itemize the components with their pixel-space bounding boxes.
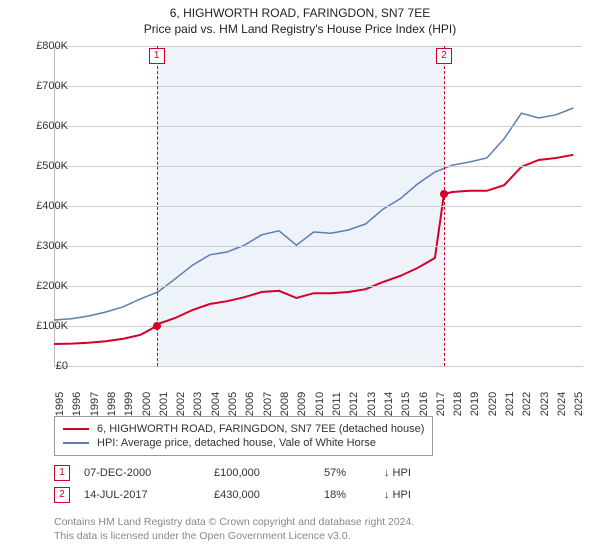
- sales-row-date: 14-JUL-2017: [84, 489, 214, 501]
- legend-label-hpi: HPI: Average price, detached house, Vale…: [97, 437, 376, 449]
- x-axis-label: 2012: [348, 392, 360, 416]
- x-axis-label: 2003: [192, 392, 204, 416]
- title-subtitle: Price paid vs. HM Land Registry's House …: [0, 22, 600, 36]
- x-axis-label: 2019: [469, 392, 481, 416]
- legend-swatch-price: [63, 428, 89, 430]
- legend-row-hpi: HPI: Average price, detached house, Vale…: [63, 437, 424, 449]
- sale-marker-line: [444, 46, 445, 366]
- x-axis-label: 2025: [573, 392, 585, 416]
- sales-row-pct: 57%: [324, 467, 384, 479]
- gridline: [54, 246, 582, 247]
- x-axis-labels: 1995199619971998199920002001200220032004…: [54, 370, 582, 410]
- y-axis-label: £600K: [36, 120, 68, 132]
- x-axis-label: 2010: [314, 392, 326, 416]
- x-axis-label: 2008: [279, 392, 291, 416]
- sales-row-hpi-delta: ↓ HPI: [384, 467, 411, 479]
- legend-row-price: 6, HIGHWORTH ROAD, FARINGDON, SN7 7EE (d…: [63, 423, 424, 435]
- x-axis-label: 1999: [123, 392, 135, 416]
- x-axis-label: 2007: [262, 392, 274, 416]
- y-axis-label: £0: [56, 360, 68, 372]
- footnote-line2: This data is licensed under the Open Gov…: [54, 530, 414, 544]
- legend-label-price: 6, HIGHWORTH ROAD, FARINGDON, SN7 7EE (d…: [97, 423, 424, 435]
- sale-dot: [440, 190, 448, 198]
- x-axis-label: 2009: [296, 392, 308, 416]
- y-axis-label: £500K: [36, 160, 68, 172]
- x-axis-label: 1995: [54, 392, 66, 416]
- x-axis-label: 2005: [227, 392, 239, 416]
- gridline: [54, 326, 582, 327]
- x-axis-label: 2014: [383, 392, 395, 416]
- sale-marker-box: 1: [149, 48, 165, 64]
- x-axis-label: 2004: [210, 392, 222, 416]
- series-line-hpi: [54, 108, 573, 320]
- y-axis-label: £800K: [36, 40, 68, 52]
- y-axis-label: £200K: [36, 280, 68, 292]
- sales-row-marker: 2: [54, 487, 70, 503]
- x-axis-label: 2023: [539, 392, 551, 416]
- legend-swatch-hpi: [63, 442, 89, 444]
- sale-marker-box: 2: [436, 48, 452, 64]
- y-axis-label: £100K: [36, 320, 68, 332]
- x-axis-label: 2020: [487, 392, 499, 416]
- x-axis-label: 1998: [106, 392, 118, 416]
- gridline: [54, 286, 582, 287]
- x-axis-label: 2022: [521, 392, 533, 416]
- x-axis-label: 2000: [141, 392, 153, 416]
- gridline: [54, 46, 582, 47]
- x-axis-label: 2021: [504, 392, 516, 416]
- y-axis-label: £400K: [36, 200, 68, 212]
- gridline: [54, 166, 582, 167]
- series-line-price_paid: [54, 155, 573, 344]
- legend-box: 6, HIGHWORTH ROAD, FARINGDON, SN7 7EE (d…: [54, 416, 433, 456]
- sales-row-pct: 18%: [324, 489, 384, 501]
- sales-row-price: £100,000: [214, 467, 324, 479]
- x-axis-label: 2017: [435, 392, 447, 416]
- chart-plot-area: 12: [54, 46, 582, 366]
- gridline: [54, 206, 582, 207]
- sales-row-hpi-delta: ↓ HPI: [384, 489, 411, 501]
- x-axis-label: 2016: [418, 392, 430, 416]
- x-axis-label: 1996: [71, 392, 83, 416]
- sale-marker-line: [157, 46, 158, 366]
- title-address: 6, HIGHWORTH ROAD, FARINGDON, SN7 7EE: [0, 6, 600, 20]
- sales-row-marker: 1: [54, 465, 70, 481]
- sales-table: 1 07-DEC-2000£100,00057%↓ HPI 2 14-JUL-2017…: [54, 462, 411, 506]
- x-axis-label: 2001: [158, 392, 170, 416]
- footnote: Contains HM Land Registry data © Crown c…: [54, 516, 414, 543]
- footnote-line1: Contains HM Land Registry data © Crown c…: [54, 516, 414, 530]
- x-axis-label: 2013: [366, 392, 378, 416]
- chart-titles: 6, HIGHWORTH ROAD, FARINGDON, SN7 7EE Pr…: [0, 0, 600, 36]
- sales-row-price: £430,000: [214, 489, 324, 501]
- x-axis-label: 2006: [244, 392, 256, 416]
- x-axis-label: 2015: [400, 392, 412, 416]
- x-axis-label: 2024: [556, 392, 568, 416]
- x-axis-label: 2011: [331, 392, 343, 416]
- y-axis-label: £700K: [36, 80, 68, 92]
- gridline: [54, 86, 582, 87]
- sale-dot: [153, 322, 161, 330]
- gridline: [54, 366, 582, 367]
- sales-row: 2 14-JUL-2017£430,00018%↓ HPI: [54, 484, 411, 506]
- gridline: [54, 126, 582, 127]
- x-axis-label: 1997: [89, 392, 101, 416]
- sales-row: 1 07-DEC-2000£100,00057%↓ HPI: [54, 462, 411, 484]
- sales-row-date: 07-DEC-2000: [84, 467, 214, 479]
- x-axis-label: 2002: [175, 392, 187, 416]
- y-axis-label: £300K: [36, 240, 68, 252]
- x-axis-label: 2018: [452, 392, 464, 416]
